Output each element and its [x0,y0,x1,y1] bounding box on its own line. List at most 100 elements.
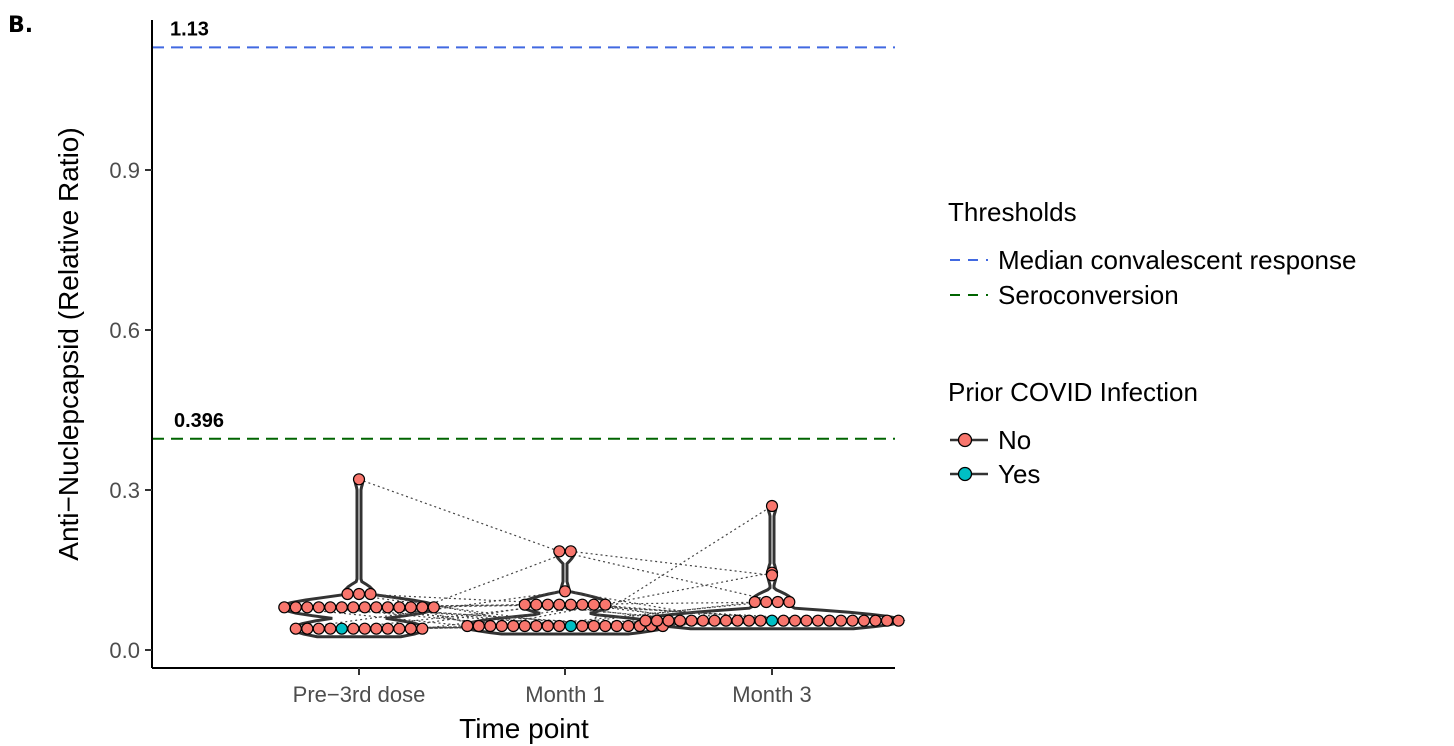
data-point-no [341,587,354,601]
data-point-no [857,614,871,627]
legend-label-no: No [998,425,1031,455]
data-point-no [892,614,905,627]
data-point-no [530,619,543,633]
data-point-no [518,619,531,633]
legend-label-seroconversion: Seroconversion [998,280,1179,310]
data-point-no [301,622,314,635]
data-point-no [484,619,497,633]
threshold-label-0: 1.13 [170,18,209,40]
data-point-no [278,601,291,614]
data-point-no [650,614,664,627]
data-point-yes [335,622,348,635]
data-point-no [760,595,773,609]
data-point-no [880,614,894,627]
x-tick-label: Month 3 [732,682,812,707]
data-point-no [352,587,366,601]
data-point-no [754,614,767,627]
data-point-no [312,601,325,614]
data-point-no [748,595,761,609]
x-axis-title: Time point [459,713,589,744]
data-point-no [800,614,813,627]
pairing-line [564,590,738,622]
pairing-line [387,606,491,627]
legend-thresholds-title: Thresholds [948,197,1077,227]
pairing-line [410,625,537,630]
violins [278,477,906,639]
data-point-no [370,622,383,635]
legend-label-yes: Yes [998,459,1040,489]
data-point-no [771,595,784,609]
data-point-no [530,598,543,611]
data-point-no [352,473,366,486]
data-point-no [495,619,508,633]
data-point-no [662,614,675,627]
data-point-no [639,614,652,627]
data-point-no [869,614,882,627]
data-point-no [576,619,589,633]
data-point-no [289,622,302,635]
violin-2 [638,504,906,631]
data-point-no [404,601,417,614]
data-point-no [599,598,612,611]
data-point-no [587,598,600,611]
legend-label-median-convalescent: Median convalescent response [998,245,1356,275]
pairing-line [358,478,560,552]
data-point-no [416,622,429,635]
data-point-no [416,601,429,614]
data-point-no [541,619,554,633]
data-point-no [777,614,790,627]
pairing-line [593,604,796,622]
threshold-lines: 1.13 0.396 [152,18,895,440]
data-point-no [553,619,566,633]
y-axis-title: Anti−Nuclepcapsid (Relative Ratio) [53,127,84,560]
data-point-no [587,619,600,633]
legend-infection-title: Prior COVID Infection [948,377,1198,407]
pairing-line [399,604,571,608]
data-point-no [846,614,859,627]
x-ticks: Pre−3rd dose Month 1 Month 3 [293,668,812,707]
data-point-no [381,601,394,614]
data-point-no [765,499,779,513]
data-point-no [599,619,612,633]
data-point-yes [765,614,779,627]
data-point-no [719,614,733,627]
points [278,473,905,635]
data-point-no [347,601,360,614]
data-point-no [335,601,348,614]
data-point-no [358,622,371,635]
data-point-no [576,598,589,611]
data-point-no [811,614,825,627]
data-point-no [742,614,756,627]
y-tick-label: 0.9 [109,158,140,183]
pairing-line [524,601,767,627]
data-point-no [553,545,566,558]
legend-key-point-no [957,432,973,448]
data-point-no [364,587,377,601]
data-point-no [393,622,406,635]
data-point-no [673,614,687,627]
data-point-no [783,595,796,609]
pairing-line [559,550,778,603]
data-point-no [553,598,566,611]
data-point-no [622,619,635,633]
data-point-no [347,622,360,635]
pairing-line [422,550,571,608]
data-point-no [834,614,848,627]
data-point-no [301,601,314,614]
data-point-no [393,601,406,614]
data-point-no [518,598,531,611]
data-point-no [765,569,779,582]
legend-key-point-yes [957,466,973,482]
y-tick-label: 0.6 [109,318,140,343]
data-point-yes [564,619,577,633]
x-tick-label: Month 1 [525,682,605,707]
y-tick-label: 0.3 [109,478,140,503]
data-point-no [461,619,474,633]
data-point-no [610,619,623,633]
y-tick-label: 0.0 [109,638,140,663]
data-point-no [289,601,302,614]
data-point-no [358,601,371,614]
data-point-no [312,622,325,635]
data-point-no [788,614,802,627]
